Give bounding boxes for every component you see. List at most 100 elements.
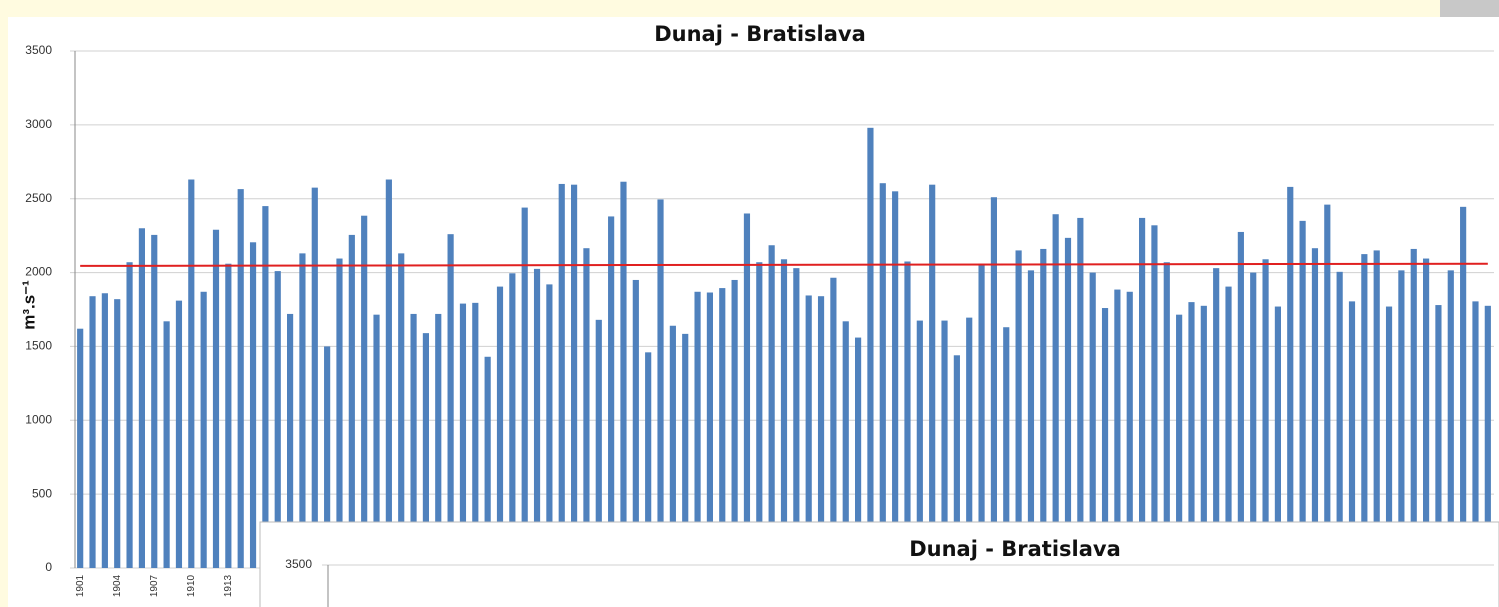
- bar: [151, 234, 158, 568]
- bar: [867, 127, 874, 568]
- bar: [904, 261, 911, 568]
- bar: [1484, 305, 1491, 568]
- bar: [472, 302, 479, 568]
- scroll-box: [1440, 0, 1499, 17]
- bar: [200, 291, 207, 568]
- bar: [1373, 250, 1380, 568]
- bar: [1225, 286, 1232, 568]
- bar: [163, 321, 170, 568]
- bar: [929, 184, 936, 568]
- bar: [1176, 314, 1183, 568]
- bar: [546, 284, 553, 568]
- y-tick-label: 3000: [25, 117, 52, 131]
- bar: [1385, 306, 1393, 568]
- bar: [1003, 327, 1010, 568]
- y-tick-label: 1500: [25, 339, 52, 353]
- bar: [1126, 291, 1133, 568]
- bar: [114, 299, 121, 568]
- bar: [1213, 268, 1220, 568]
- bar: [768, 245, 775, 568]
- bar: [299, 253, 306, 568]
- bar: [892, 191, 899, 569]
- bar: [669, 325, 676, 568]
- bar: [1027, 270, 1035, 568]
- y-tick-label: 2000: [25, 265, 52, 279]
- bar: [879, 183, 886, 568]
- bar: [1410, 248, 1417, 569]
- bar: [1447, 270, 1454, 568]
- bar: [138, 228, 145, 568]
- bar: [175, 300, 183, 568]
- bar: [1423, 258, 1430, 568]
- x-tick-label: 1907: [149, 574, 160, 597]
- y-tick-label: 0: [45, 560, 52, 574]
- bar: [1200, 305, 1207, 568]
- x-tick-label: 1910: [186, 574, 197, 597]
- bar: [459, 303, 467, 568]
- bar: [1324, 204, 1331, 568]
- y-axis-label: m³.s⁻¹: [19, 280, 38, 330]
- bar: [805, 295, 812, 568]
- bar: [1460, 206, 1467, 569]
- bar: [249, 242, 257, 569]
- bar: [941, 320, 948, 568]
- bar: [990, 197, 997, 569]
- bar: [706, 292, 713, 568]
- x-tick-label: 1913: [223, 574, 234, 597]
- bar: [620, 181, 627, 568]
- bar: [1348, 301, 1356, 568]
- inset-chart: Dunaj - Bratislava 3500: [259, 521, 1499, 607]
- y-tick-label: 2500: [25, 191, 52, 205]
- bar: [373, 314, 380, 568]
- chart-title: Dunaj - Bratislava: [909, 537, 1121, 561]
- bar: [274, 271, 281, 568]
- bar: [1274, 306, 1281, 568]
- bar: [1472, 301, 1479, 568]
- bar: [225, 263, 232, 568]
- main-chart: Dunaj - Bratislava m³.s⁻¹ 0 500 1000 1500 20…: [19, 22, 1494, 597]
- bar: [558, 183, 565, 568]
- x-tick-label: 1901: [75, 574, 86, 597]
- bar: [1151, 225, 1158, 568]
- bar: [1311, 248, 1319, 568]
- bar: [743, 213, 751, 568]
- bar: [855, 337, 862, 568]
- bar: [447, 234, 454, 568]
- bar: [348, 234, 355, 568]
- bar: [101, 293, 108, 568]
- bar: [1052, 214, 1059, 568]
- bar: [978, 263, 985, 568]
- bar: [731, 279, 738, 568]
- y-tick-label: 3500: [25, 43, 52, 57]
- bar: [1101, 308, 1109, 568]
- bar: [89, 296, 96, 568]
- bar: [1163, 262, 1170, 568]
- bar: [1064, 237, 1072, 568]
- bar: [262, 206, 269, 568]
- bar: [1139, 217, 1146, 568]
- trend-line: [80, 262, 1488, 267]
- bar: [953, 355, 960, 568]
- bar: [595, 319, 602, 568]
- bar: [756, 262, 763, 568]
- bar: [361, 215, 368, 569]
- bar: [484, 356, 491, 568]
- bar: [422, 333, 429, 568]
- bar: [188, 179, 195, 569]
- bar: [1250, 272, 1257, 568]
- bar: [336, 258, 343, 568]
- bar: [1237, 231, 1244, 568]
- bar: [694, 291, 701, 568]
- bar: [1188, 302, 1195, 568]
- bar: [1015, 250, 1022, 568]
- y-tick-label: 1000: [25, 412, 52, 426]
- bar: [830, 277, 837, 568]
- bar: [410, 313, 417, 568]
- bar: [657, 199, 664, 568]
- bar: [521, 207, 528, 568]
- bar: [324, 346, 331, 568]
- bar: [632, 279, 639, 568]
- bar: [311, 187, 318, 568]
- bar: [1435, 305, 1442, 568]
